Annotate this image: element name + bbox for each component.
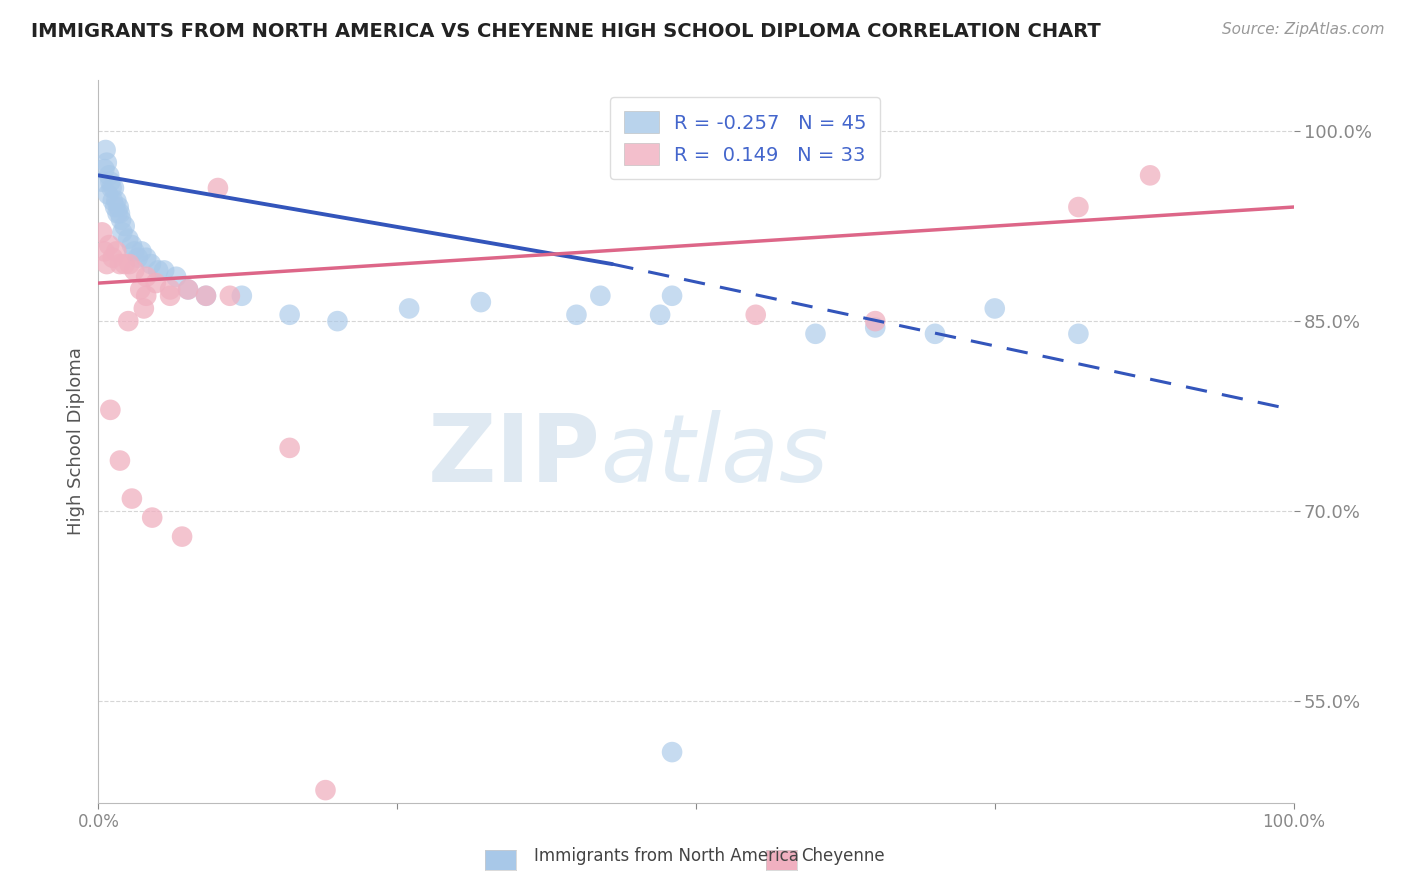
Point (121, 238, 143, 252)
Point (219, 289, 242, 303)
Point (114, 219, 136, 233)
Point (121, 491, 143, 506)
Point (165, 269, 187, 284)
Point (91, 226, 114, 240)
Point (107, 206, 129, 220)
Point (326, 314, 349, 328)
Point (97, 187, 120, 202)
Point (141, 510, 163, 524)
Point (98, 175, 122, 189)
Point (108, 453, 131, 467)
Point (315, 783, 337, 797)
Point (105, 244, 128, 259)
Text: Source: ZipAtlas.com: Source: ZipAtlas.com (1222, 22, 1385, 37)
Point (105, 194, 128, 208)
Point (96, 155, 118, 169)
Point (103, 181, 125, 195)
Point (231, 289, 253, 303)
Point (1139, 169, 1161, 183)
Point (207, 181, 229, 195)
Point (129, 282, 152, 296)
Point (111, 226, 134, 240)
Point (117, 232, 139, 246)
Point (107, 200, 129, 214)
Point (195, 289, 218, 303)
Point (565, 308, 588, 322)
Point (127, 251, 149, 265)
Text: Immigrants from North America: Immigrants from North America (534, 847, 799, 865)
Point (661, 745, 683, 759)
Point (145, 276, 167, 290)
Point (135, 251, 157, 265)
Point (118, 257, 141, 271)
Point (278, 308, 301, 322)
Point (93, 244, 115, 259)
Point (398, 301, 420, 316)
Legend: R = -0.257   N = 45, R =  0.149   N = 33: R = -0.257 N = 45, R = 0.149 N = 33 (610, 97, 880, 179)
Point (100, 181, 122, 195)
Point (172, 530, 194, 544)
Point (148, 263, 170, 277)
Point (101, 194, 124, 208)
Point (108, 257, 131, 271)
Point (101, 251, 124, 265)
Point (589, 289, 612, 303)
Point (1067, 200, 1090, 214)
Point (114, 257, 136, 271)
Point (96, 257, 118, 271)
Point (470, 295, 492, 310)
Point (924, 326, 946, 341)
Point (865, 320, 887, 334)
Point (135, 269, 157, 284)
Point (159, 282, 181, 296)
Text: IMMIGRANTS FROM NORTH AMERICA VS CHEYENNE HIGH SCHOOL DIPLOMA CORRELATION CHART: IMMIGRANTS FROM NORTH AMERICA VS CHEYENN… (31, 22, 1101, 41)
Point (804, 326, 827, 341)
Point (91, 175, 114, 189)
Point (153, 263, 176, 277)
Point (1067, 326, 1090, 341)
Point (159, 289, 181, 303)
Point (131, 244, 153, 259)
Point (177, 282, 200, 296)
Point (124, 263, 146, 277)
Point (648, 308, 672, 322)
Point (98, 238, 121, 252)
Point (139, 257, 162, 271)
Text: Cheyenne: Cheyenne (801, 847, 884, 865)
Point (104, 200, 127, 214)
Point (745, 308, 768, 322)
Point (124, 244, 146, 259)
Point (177, 282, 200, 296)
Text: ZIP: ZIP (427, 410, 600, 502)
Point (984, 301, 1007, 316)
Point (117, 314, 139, 328)
Point (865, 314, 887, 328)
Point (278, 441, 301, 455)
Point (110, 212, 132, 227)
Y-axis label: High School Diploma: High School Diploma (66, 348, 84, 535)
Point (661, 289, 683, 303)
Point (135, 289, 157, 303)
Point (108, 206, 131, 220)
Text: atlas: atlas (600, 410, 828, 501)
Point (195, 289, 218, 303)
Point (98, 402, 122, 417)
Point (94, 143, 117, 157)
Point (98, 169, 121, 183)
Point (132, 301, 155, 316)
Point (93, 161, 115, 176)
